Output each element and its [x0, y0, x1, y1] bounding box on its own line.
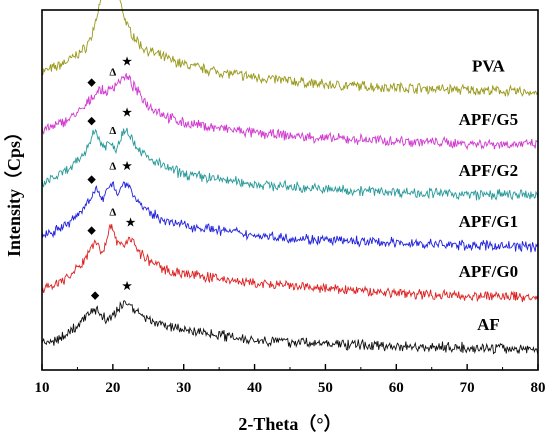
x-tick-label-10: 10	[35, 380, 50, 396]
series-line-apf-g5	[41, 73, 538, 151]
marker-star-af: ★	[122, 281, 132, 293]
x-tick-label-50: 50	[318, 380, 333, 396]
series-line-pva	[41, 0, 539, 98]
x-tick-label-60: 60	[389, 380, 404, 396]
marker-triangle-apf-g5: Δ	[109, 66, 116, 78]
series-label-apf-g5: APF/G5	[459, 110, 519, 129]
series-line-af	[41, 300, 539, 355]
x-tick-label-70: 70	[460, 380, 475, 396]
x-axis-ticks: 10 20 30 40 50 60 70 80	[35, 364, 546, 396]
curves-layer	[41, 0, 539, 355]
x-tick-label-20: 20	[105, 380, 120, 396]
y-axis-title: Intensity（Cps）	[4, 123, 24, 257]
marker-star-apf-g0: ★	[126, 217, 136, 229]
series-line-apf-g1	[41, 181, 539, 253]
series-label-apf-g0: APF/G0	[459, 262, 519, 281]
series-labels-layer: PVA APF/G5 APF/G2 APF/G1 APF/G0 AF	[459, 56, 519, 334]
series-line-apf-g0	[41, 224, 539, 303]
marker-triangle-apf-g0: Δ	[109, 207, 116, 219]
series-label-pva: PVA	[472, 56, 505, 75]
marker-diamond-apf-g0: ◆	[87, 224, 96, 236]
x-tick-label-40: 40	[247, 380, 262, 396]
marker-diamond-apf-g2: ◆	[87, 115, 96, 127]
marker-triangle-apf-g1: Δ	[109, 161, 116, 173]
peak-markers-layer: Δ◆Δ★◆Δ★◆Δ★◆Δ★◆★	[87, 56, 136, 301]
series-label-apf-g1: APF/G1	[459, 212, 519, 231]
series-line-apf-g2	[41, 127, 539, 201]
marker-star-apf-g1: ★	[122, 161, 132, 173]
marker-diamond-af: ◆	[91, 289, 100, 301]
series-label-af: AF	[477, 315, 500, 334]
series-label-apf-g2: APF/G2	[459, 161, 519, 180]
marker-triangle-apf-g2: Δ	[109, 125, 116, 137]
x-axis-title: 2-Theta（°）	[238, 414, 341, 434]
marker-diamond-apf-g1: ◆	[87, 173, 96, 185]
marker-star-apf-g5: ★	[122, 56, 132, 68]
x-tick-label-30: 30	[176, 380, 191, 396]
marker-star-apf-g2: ★	[122, 107, 132, 119]
x-tick-label-80: 80	[531, 380, 546, 396]
marker-diamond-apf-g5: ◆	[87, 77, 96, 89]
